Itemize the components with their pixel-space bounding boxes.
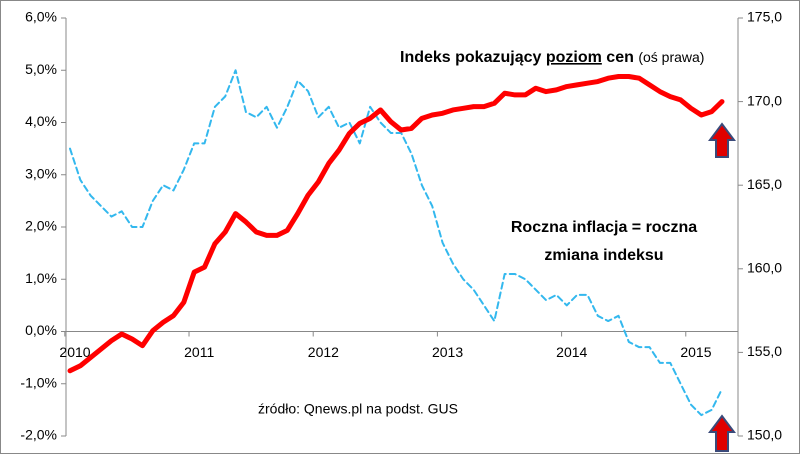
x-tick-label: 2012 (308, 344, 339, 360)
y-tick-label: -1,0% (20, 374, 57, 390)
y2-tick-label: 155,0 (747, 343, 782, 359)
y-tick-label: 6,0% (25, 9, 57, 25)
y2-tick-label: 165,0 (747, 176, 782, 192)
y-tick-label: 2,0% (25, 218, 57, 234)
y2-tick-label: 160,0 (747, 260, 782, 276)
plot: -2,0% -1,0% 0,0% 1,0% 2,0% 3,0% 4,0% 5,0% 6,0% 15… (20, 9, 782, 443)
x-tick-label: 2013 (432, 344, 463, 360)
series-line (67, 74, 725, 374)
y-tick-label: -2,0% (20, 427, 57, 443)
annotation: Roczna inflacja = roczna (511, 219, 697, 236)
arrow (708, 122, 736, 452)
annotation-part: Indeks pokazujący (400, 49, 541, 66)
annotation-part: (oś prawa) (638, 49, 704, 65)
y2-tick-label: 150,0 (747, 427, 782, 443)
annotation-part: poziom (546, 49, 602, 66)
y-tick-label: 1,0% (25, 270, 57, 286)
y2-tick-label: 175,0 (747, 9, 782, 25)
series-line (69, 69, 723, 417)
annotation: Indeks pokazujący poziom cen (oś prawa) (400, 49, 704, 67)
y-tick-label: 0,0% (25, 322, 57, 338)
y-tick-label: 4,0% (25, 113, 57, 129)
annotation: zmiana indeksu (544, 247, 663, 264)
y2-tick-label: 170,0 (747, 92, 782, 108)
x-tick-label: 2014 (556, 344, 587, 360)
source: źródło: Qnews.pl na podst. GUS (258, 401, 458, 417)
x-tick-label: 2015 (680, 344, 711, 360)
annotation-part: cen (606, 49, 634, 66)
x-tick-label: 2010 (59, 344, 90, 360)
y-tick-label: 3,0% (25, 165, 57, 181)
x-tick-label: 2011 (184, 344, 214, 360)
y-tick-label: 5,0% (25, 61, 57, 77)
